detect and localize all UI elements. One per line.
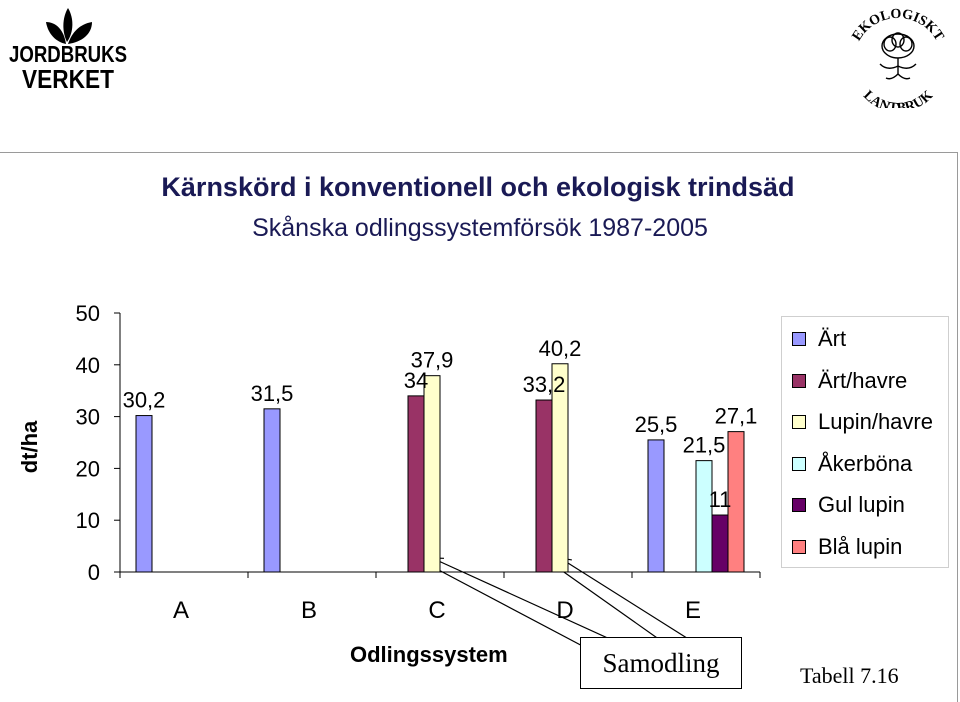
y-tick-label: 40 <box>76 353 100 378</box>
bar-D-series-1 <box>535 399 553 573</box>
legend-label: Ärt/havre <box>818 367 908 393</box>
bar-E-series-0 <box>647 439 665 573</box>
data-label: 11 <box>709 487 732 512</box>
logo-text-line1: JORDBRUKS <box>9 41 127 67</box>
data-label: 25,5 <box>635 412 678 437</box>
x-tick-label: E <box>685 597 701 624</box>
bar-B-series-0 <box>263 408 281 573</box>
legend-swatch <box>792 415 806 429</box>
x-tick-label: A <box>173 597 189 624</box>
chart-subtitle: Skånska odlingssystemförsök 1987-2005 <box>252 214 708 242</box>
data-label: 27,1 <box>715 404 758 429</box>
legend-label: Ärt <box>818 326 847 351</box>
bar-E-series-3 <box>695 460 713 573</box>
legend-swatch <box>792 332 806 346</box>
data-label: 37,9 <box>411 348 454 373</box>
y-tick-label: 10 <box>76 508 100 533</box>
data-label: 33,2 <box>523 372 566 397</box>
callout-arrows <box>414 557 691 651</box>
x-tick-label: C <box>428 597 445 624</box>
x-axis-label: Odlingssystem <box>350 642 508 667</box>
data-label: 40,2 <box>539 336 582 361</box>
y-tick-label: 0 <box>88 560 100 585</box>
ekologiskt-lantbruk-logo: EKOLOGISKT LANTBRUK <box>850 7 947 108</box>
data-label: 34 <box>404 368 428 393</box>
samodling-callout-box: Samodling <box>580 637 742 689</box>
legend-label: Åkerböna <box>818 450 913 476</box>
legend-label: Gul lupin <box>818 492 905 517</box>
y-tick-label: 20 <box>76 456 100 481</box>
legend-swatch <box>792 456 806 471</box>
callout-arrow <box>559 557 691 641</box>
bar-A-series-0 <box>135 415 153 573</box>
x-tick-label: B <box>301 597 317 624</box>
data-label: 31,5 <box>251 381 294 406</box>
logo-text-line2: VERKET <box>22 64 114 94</box>
legend-swatch <box>792 373 806 388</box>
bar-C-series-2 <box>423 375 441 573</box>
x-tick-label: D <box>556 597 573 624</box>
legend-item: Ärt <box>792 325 846 353</box>
y-tick-label: 30 <box>76 405 100 430</box>
bar-C-series-1 <box>407 395 425 573</box>
y-axis-label: dt/ha <box>17 420 42 474</box>
chart-title: Kärnskörd i konventionell och ekologisk … <box>161 172 795 202</box>
bar-E-series-4 <box>711 514 729 573</box>
legend-item: Gul lupin <box>792 491 905 519</box>
callout-arrow <box>431 557 613 641</box>
chart-legend: Ärt Ärt/havre Lupin/havre Åkerböna Gul lupin… <box>781 316 949 568</box>
callout-arrow <box>415 557 591 651</box>
flower-icon <box>879 32 917 80</box>
legend-item: Ärt/havre <box>792 367 907 395</box>
legend-label: Lupin/havre <box>818 409 933 434</box>
data-label: 30,2 <box>123 388 166 413</box>
bar-D-series-2 <box>551 363 569 573</box>
bar-E-series-5 <box>727 431 745 573</box>
legend-swatch <box>792 539 806 554</box>
legend-item: Åkerböna <box>792 450 912 478</box>
y-tick-label: 50 <box>76 301 100 326</box>
legend-item: Blå lupin <box>792 533 902 561</box>
leaf-icon <box>46 8 92 44</box>
legend-label: Blå lupin <box>818 533 903 559</box>
data-label: 21,5 <box>683 433 726 458</box>
table-reference: Tabell 7.16 <box>800 663 899 688</box>
jordbruksverket-logo: JORDBRUKS VERKET <box>9 8 127 94</box>
legend-item: Lupin/havre <box>792 408 933 436</box>
legend-swatch <box>792 498 806 512</box>
slide-frame <box>0 152 958 702</box>
